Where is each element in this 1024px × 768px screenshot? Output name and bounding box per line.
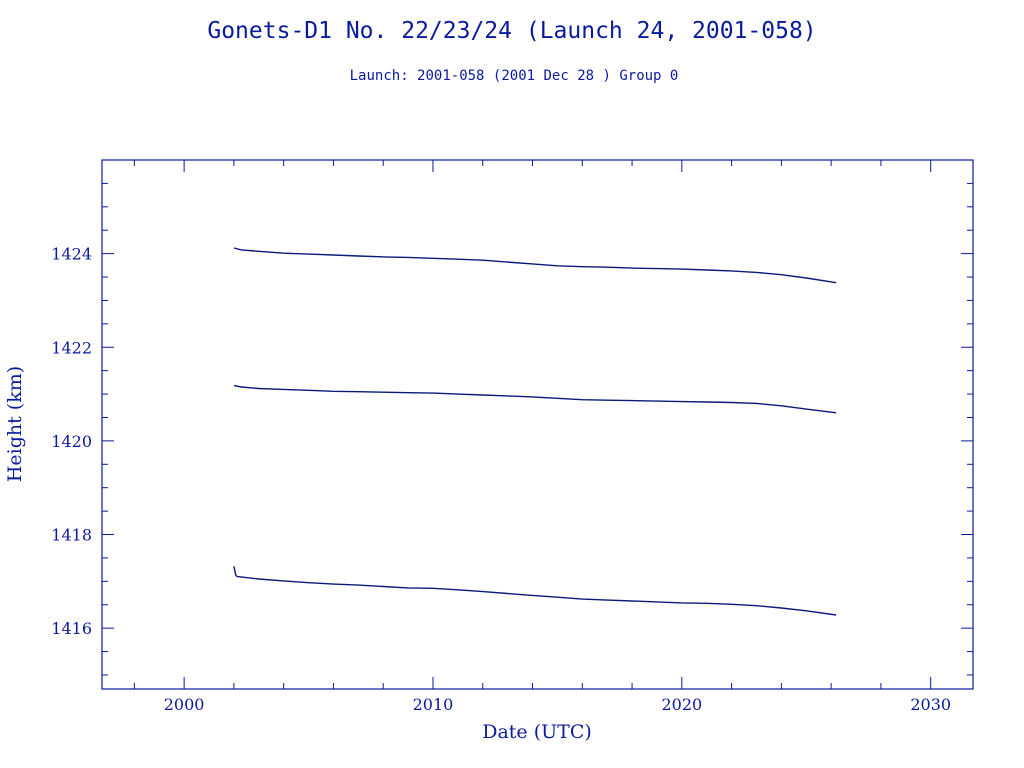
x-tick-label: 2030 <box>910 695 951 714</box>
x-tick-label: 2020 <box>661 695 702 714</box>
series-layer <box>233 247 837 616</box>
y-tick-labels: 1416 1418 1420 1422 1424 <box>51 245 92 639</box>
series-line-3 <box>233 566 837 616</box>
y-tick-label: 1416 <box>51 619 92 638</box>
y-axis-label: Height (km) <box>4 366 26 482</box>
y-tick-label: 1418 <box>51 526 92 545</box>
x-axis-label: Date (UTC) <box>482 721 592 743</box>
x-tick-label: 2000 <box>164 695 205 714</box>
axis-ticks <box>102 159 973 689</box>
chart-subtitle: Launch: 2001-058 (2001 Dec 28 ) Group 0 <box>350 68 679 84</box>
series-line-2 <box>233 384 837 414</box>
y-tick-label: 1424 <box>51 245 92 264</box>
series-line-1 <box>233 247 837 284</box>
x-tick-label: 2010 <box>413 695 454 714</box>
plot-frame <box>101 159 974 690</box>
chart-title: Gonets-D1 No. 22/23/24 (Launch 24, 2001-… <box>207 18 816 44</box>
y-tick-label: 1420 <box>51 432 92 451</box>
y-tick-label: 1422 <box>51 338 92 357</box>
x-tick-labels: 2000 2010 2020 2030 <box>164 695 951 714</box>
